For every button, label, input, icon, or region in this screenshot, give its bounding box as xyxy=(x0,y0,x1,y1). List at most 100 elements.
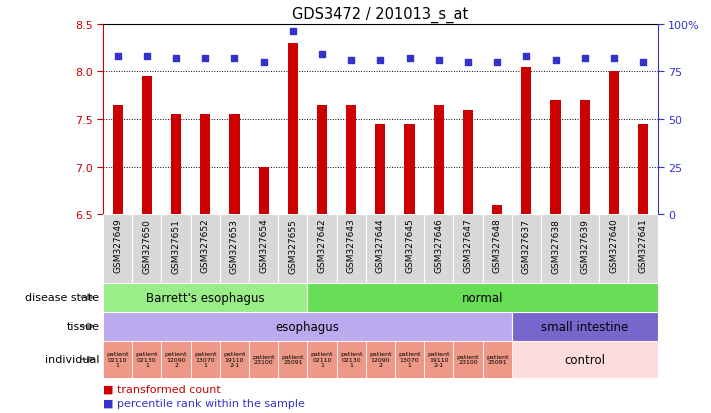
Bar xyxy=(230,115,240,215)
Bar xyxy=(512,341,658,378)
Bar xyxy=(249,341,278,378)
Text: GSM327642: GSM327642 xyxy=(318,218,326,273)
Point xyxy=(200,56,211,62)
Bar xyxy=(365,215,395,283)
Bar xyxy=(141,77,152,215)
Bar xyxy=(220,341,249,378)
Bar xyxy=(220,215,249,283)
Text: GSM327645: GSM327645 xyxy=(405,218,414,273)
Text: patient
02130
1: patient 02130 1 xyxy=(136,351,158,367)
Bar xyxy=(424,215,454,283)
Text: GSM327638: GSM327638 xyxy=(551,218,560,273)
Bar xyxy=(103,283,307,312)
Bar xyxy=(512,215,541,283)
Bar xyxy=(161,341,191,378)
Bar xyxy=(483,215,512,283)
Bar xyxy=(599,215,629,283)
Bar xyxy=(103,215,132,283)
Point xyxy=(579,56,590,62)
Point xyxy=(229,56,240,62)
Text: patient
23100: patient 23100 xyxy=(252,354,275,365)
Point xyxy=(171,56,182,62)
Text: patient
25091: patient 25091 xyxy=(282,354,304,365)
Text: GSM327648: GSM327648 xyxy=(493,218,502,273)
Text: patient
12090
2: patient 12090 2 xyxy=(369,351,392,367)
Bar xyxy=(512,312,658,341)
Point xyxy=(404,56,415,62)
Point xyxy=(346,57,357,64)
Bar xyxy=(336,341,365,378)
Point xyxy=(550,57,561,64)
Text: patient
19110
2-1: patient 19110 2-1 xyxy=(223,351,246,367)
Text: GSM327654: GSM327654 xyxy=(259,218,268,273)
Text: ■ percentile rank within the sample: ■ percentile rank within the sample xyxy=(103,398,305,408)
Bar xyxy=(191,215,220,283)
Bar xyxy=(112,106,123,215)
Point xyxy=(258,59,269,66)
Text: GSM327647: GSM327647 xyxy=(464,218,472,273)
Bar xyxy=(550,101,561,215)
Text: GSM327649: GSM327649 xyxy=(113,218,122,273)
Text: patient
12090
2: patient 12090 2 xyxy=(165,351,187,367)
Bar xyxy=(570,215,599,283)
Bar xyxy=(492,205,502,215)
Point xyxy=(316,52,328,59)
Text: GSM327640: GSM327640 xyxy=(609,218,619,273)
Bar xyxy=(132,341,161,378)
Bar xyxy=(161,215,191,283)
Text: patient
25091: patient 25091 xyxy=(486,354,508,365)
Bar xyxy=(307,215,336,283)
Bar xyxy=(454,215,483,283)
Point xyxy=(637,59,648,66)
Text: GSM327653: GSM327653 xyxy=(230,218,239,273)
Point xyxy=(287,29,299,36)
Point xyxy=(112,54,124,60)
Bar xyxy=(103,312,512,341)
Bar xyxy=(395,215,424,283)
Bar xyxy=(103,341,132,378)
Bar xyxy=(278,215,307,283)
Bar xyxy=(405,125,415,215)
Point xyxy=(141,54,153,60)
Text: GSM327655: GSM327655 xyxy=(289,218,297,273)
Bar xyxy=(307,341,336,378)
Bar xyxy=(171,115,181,215)
Bar xyxy=(317,106,327,215)
Bar xyxy=(259,167,269,215)
Bar xyxy=(454,341,483,378)
Bar xyxy=(201,115,210,215)
Text: GSM327651: GSM327651 xyxy=(171,218,181,273)
Bar xyxy=(249,215,278,283)
Text: patient
13070
1: patient 13070 1 xyxy=(194,351,217,367)
Text: patient
02110
1: patient 02110 1 xyxy=(311,351,333,367)
Text: tissue: tissue xyxy=(67,321,100,331)
Bar xyxy=(579,101,590,215)
Text: GSM327641: GSM327641 xyxy=(638,218,648,273)
Bar xyxy=(541,215,570,283)
Point xyxy=(520,54,532,60)
Point xyxy=(491,59,503,66)
Text: patient
23100: patient 23100 xyxy=(456,354,479,365)
Bar xyxy=(424,341,454,378)
Bar xyxy=(132,215,161,283)
Text: ■ transformed count: ■ transformed count xyxy=(103,383,221,393)
Point xyxy=(608,56,619,62)
Text: patient
13070
1: patient 13070 1 xyxy=(398,351,421,367)
Bar xyxy=(609,72,619,215)
Bar xyxy=(521,67,531,215)
Bar xyxy=(336,215,365,283)
Text: GSM327639: GSM327639 xyxy=(580,218,589,273)
Bar xyxy=(346,106,356,215)
Bar xyxy=(288,44,298,215)
Text: small intestine: small intestine xyxy=(541,320,629,333)
Text: GSM327644: GSM327644 xyxy=(376,218,385,273)
Text: individual: individual xyxy=(45,354,100,364)
Bar xyxy=(365,341,395,378)
Text: GSM327650: GSM327650 xyxy=(142,218,151,273)
Point xyxy=(375,57,386,64)
Bar xyxy=(629,215,658,283)
Bar xyxy=(375,125,385,215)
Bar xyxy=(638,125,648,215)
Point xyxy=(433,57,444,64)
Text: patient
02130
1: patient 02130 1 xyxy=(340,351,363,367)
